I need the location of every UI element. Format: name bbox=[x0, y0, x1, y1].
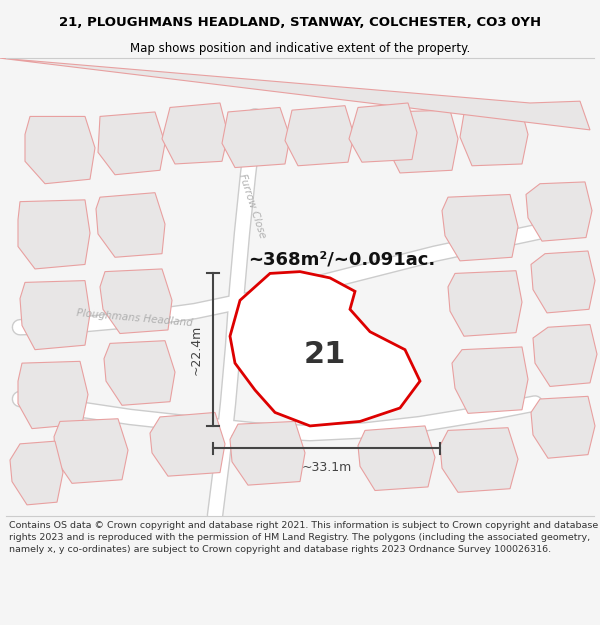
Polygon shape bbox=[526, 182, 592, 241]
Polygon shape bbox=[358, 426, 435, 491]
Polygon shape bbox=[104, 341, 175, 405]
Text: 21: 21 bbox=[304, 339, 346, 369]
Polygon shape bbox=[531, 251, 595, 313]
Polygon shape bbox=[54, 419, 128, 483]
Polygon shape bbox=[285, 106, 354, 166]
Text: ~22.4m: ~22.4m bbox=[190, 324, 203, 375]
Polygon shape bbox=[25, 116, 95, 184]
Polygon shape bbox=[0, 58, 590, 130]
Polygon shape bbox=[533, 324, 597, 386]
Polygon shape bbox=[452, 347, 528, 413]
Polygon shape bbox=[150, 412, 225, 476]
Polygon shape bbox=[460, 105, 528, 166]
Text: Ploughmans Headland: Ploughmans Headland bbox=[76, 308, 194, 328]
Text: Map shows position and indicative extent of the property.: Map shows position and indicative extent… bbox=[130, 42, 470, 55]
Polygon shape bbox=[18, 200, 90, 269]
Text: ~368m²/~0.091ac.: ~368m²/~0.091ac. bbox=[248, 251, 435, 269]
Polygon shape bbox=[385, 110, 458, 173]
Polygon shape bbox=[96, 192, 165, 258]
Polygon shape bbox=[222, 107, 290, 168]
Polygon shape bbox=[98, 112, 165, 175]
Polygon shape bbox=[100, 269, 172, 334]
Polygon shape bbox=[20, 281, 90, 349]
Text: Furrow Close: Furrow Close bbox=[237, 173, 267, 239]
Polygon shape bbox=[162, 103, 228, 164]
Polygon shape bbox=[442, 194, 518, 261]
Polygon shape bbox=[230, 421, 305, 485]
Polygon shape bbox=[18, 361, 88, 429]
Polygon shape bbox=[230, 272, 420, 426]
Polygon shape bbox=[531, 396, 595, 458]
Polygon shape bbox=[349, 103, 417, 162]
Text: Contains OS data © Crown copyright and database right 2021. This information is : Contains OS data © Crown copyright and d… bbox=[9, 521, 598, 554]
Polygon shape bbox=[10, 441, 63, 505]
Polygon shape bbox=[448, 271, 522, 336]
Polygon shape bbox=[440, 428, 518, 493]
Text: ~33.1m: ~33.1m bbox=[301, 461, 352, 474]
Text: 21, PLOUGHMANS HEADLAND, STANWAY, COLCHESTER, CO3 0YH: 21, PLOUGHMANS HEADLAND, STANWAY, COLCHE… bbox=[59, 16, 541, 29]
